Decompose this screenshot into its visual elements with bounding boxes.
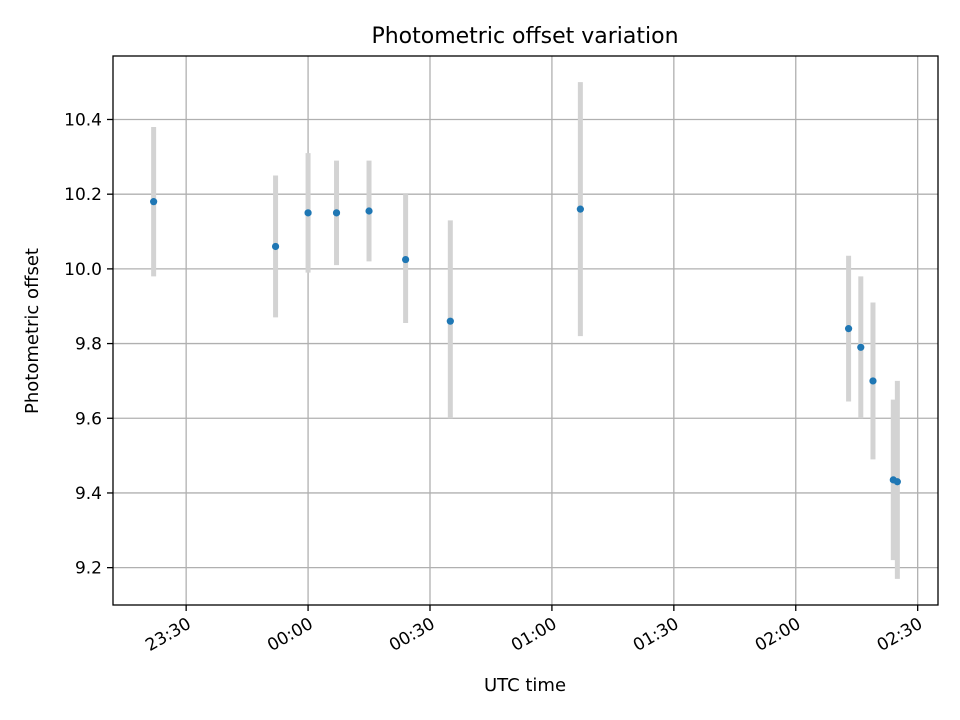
x-axis-label: UTC time bbox=[484, 675, 566, 696]
plot-frame bbox=[112, 55, 939, 606]
data-point bbox=[844, 325, 853, 333]
data-point bbox=[402, 255, 410, 264]
data-point bbox=[857, 343, 865, 351]
data-point bbox=[869, 377, 877, 385]
x-tick-label: 01:30 bbox=[630, 614, 682, 656]
data-point bbox=[446, 317, 454, 325]
data-point bbox=[304, 209, 312, 217]
x-tick-label: 01:00 bbox=[508, 614, 560, 656]
data-point bbox=[365, 207, 373, 215]
data-point bbox=[332, 209, 341, 217]
chart-title: Photometric offset variation bbox=[371, 24, 678, 49]
y-axis-label: Photometric offset bbox=[22, 248, 43, 414]
grid-lines bbox=[113, 56, 938, 605]
y-tick-label: 9.4 bbox=[75, 484, 102, 504]
y-tick-label: 10.4 bbox=[64, 110, 102, 130]
x-tick-label: 02:00 bbox=[752, 614, 804, 656]
data-point bbox=[893, 478, 901, 486]
data-points bbox=[150, 198, 901, 486]
x-tick-label: 23:30 bbox=[142, 614, 194, 656]
x-tick-label: 00:00 bbox=[264, 614, 316, 656]
data-point bbox=[576, 205, 584, 213]
y-tick-label: 9.6 bbox=[75, 409, 102, 429]
y-tick-label: 9.2 bbox=[75, 559, 102, 579]
y-tick-label: 10.0 bbox=[64, 260, 102, 280]
y-tick-label: 10.2 bbox=[64, 185, 102, 205]
error-bars bbox=[151, 82, 900, 579]
x-tick-label: 02:30 bbox=[874, 614, 926, 656]
data-point bbox=[150, 198, 158, 206]
axis-ticks: 23:30 00:00 00:30 01:00 01:30 02:00 02:30 9.2 9.… bbox=[64, 110, 926, 655]
y-tick-label: 9.8 bbox=[75, 335, 102, 355]
x-tick-label: 00:30 bbox=[386, 614, 438, 656]
data-point bbox=[271, 242, 280, 251]
